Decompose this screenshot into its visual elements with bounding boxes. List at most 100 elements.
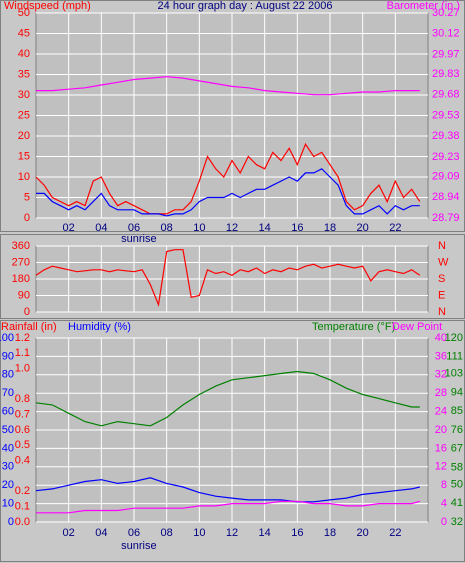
- y-tick-label: 20: [2, 479, 14, 491]
- x-tick-label: 20: [357, 222, 369, 234]
- y-tick-label: 29.09: [432, 170, 460, 182]
- y-tick-label: 29.97: [432, 48, 460, 60]
- x-tick-label: 12: [226, 222, 238, 234]
- y-tick-label: 70: [2, 387, 14, 399]
- y-tick-label: 40: [435, 332, 447, 344]
- y-tick-label: 120: [445, 332, 463, 344]
- y-tick-label: 35: [18, 68, 30, 80]
- y-tick-label: 4: [441, 498, 447, 510]
- y-tick-label: 40: [18, 48, 30, 60]
- x-tick-label: 20: [357, 527, 369, 539]
- y-tick-label: 85: [451, 405, 463, 417]
- data-line: [35, 142, 421, 215]
- y-tick-label: 111: [446, 351, 463, 363]
- x-tick-label: 06: [128, 222, 140, 234]
- y-tick-label: 0: [24, 212, 30, 224]
- y-tick-label: 15: [18, 150, 30, 162]
- y-tick-label: 29.23: [432, 151, 460, 163]
- axis-label: Temperature (°F): [312, 321, 395, 333]
- y-tick-label: 0.0: [15, 516, 30, 528]
- y-tick-label: 50: [2, 424, 14, 436]
- y-tick-label: 58: [451, 462, 463, 474]
- data-line: [36, 76, 420, 96]
- y-tick-label: 36: [435, 350, 447, 362]
- x-tick-label: 16: [291, 527, 303, 539]
- y-tick-label: 30.12: [432, 28, 460, 40]
- axis-label: Windspeed (mph): [4, 0, 91, 12]
- y-tick-label: 0: [8, 516, 14, 528]
- data-line: [36, 168, 420, 217]
- y-tick-label: 0.5: [15, 439, 30, 451]
- x-tick-label: 18: [324, 222, 336, 234]
- y-tick-label: 24: [435, 406, 447, 418]
- y-tick-label: 29.83: [432, 68, 460, 80]
- y-tick-label: 20: [18, 130, 30, 142]
- y-tick-label: 0.1: [15, 501, 30, 513]
- y-tick-label: 28.79: [432, 212, 460, 224]
- data-line: [35, 370, 420, 427]
- y-tick-label: 94: [451, 386, 463, 398]
- x-tick-label: 04: [95, 222, 107, 234]
- y-tick-label: 25: [18, 109, 30, 121]
- x-tick-label: 12: [226, 527, 238, 539]
- data-line: [35, 477, 420, 503]
- y-tick-label: 100: [0, 332, 14, 344]
- y-tick-label: 30: [18, 89, 30, 101]
- axis-label: Dew Point: [392, 321, 442, 333]
- x-tick-label: 14: [259, 222, 271, 234]
- x-tick-label: 14: [259, 527, 271, 539]
- y-tick-label: 12: [435, 461, 447, 473]
- y-tick-label: 1.2: [15, 332, 30, 344]
- y-tick-label: W: [438, 256, 449, 268]
- y-tick-label: 50: [18, 7, 30, 19]
- y-tick-label: 5: [24, 191, 30, 203]
- x-tick-label: 08: [161, 527, 173, 539]
- y-tick-label: 0.2: [15, 485, 30, 497]
- chart-title: 24 hour graph day : August 22 2006: [158, 0, 333, 12]
- y-tick-label: 40: [2, 442, 14, 454]
- y-tick-label: N: [438, 240, 446, 252]
- y-tick-label: 80: [2, 369, 14, 381]
- x-tick-label: 10: [193, 222, 205, 234]
- y-tick-label: 0.4: [15, 455, 30, 467]
- x-tick-label: 16: [291, 222, 303, 234]
- y-tick-label: 30: [2, 461, 14, 473]
- y-tick-label: 41: [451, 497, 463, 509]
- x-tick-label: 02: [63, 527, 75, 539]
- y-tick-label: 0: [441, 516, 447, 528]
- axis-label: Barometer (in.): [387, 0, 460, 12]
- y-tick-label: 20: [435, 424, 447, 436]
- y-tick-label: 45: [18, 27, 30, 39]
- data-line: [36, 500, 420, 514]
- y-tick-label: 1.1: [15, 347, 30, 359]
- y-tick-label: 0.8: [15, 393, 30, 405]
- x-tick-label: 06: [128, 527, 140, 539]
- x-tick-label: 22: [389, 527, 401, 539]
- y-tick-label: 180: [12, 273, 30, 285]
- y-tick-label: 28: [435, 387, 447, 399]
- x-tick-label: 18: [324, 527, 336, 539]
- y-tick-label: 29.53: [432, 109, 460, 121]
- y-tick-label: 67: [451, 443, 463, 455]
- y-tick-label: 0.7: [15, 409, 30, 421]
- y-tick-label: 32: [451, 516, 463, 528]
- y-tick-label: 76: [451, 424, 463, 436]
- y-tick-label: 8: [441, 479, 447, 491]
- y-tick-label: 29.38: [432, 130, 460, 142]
- y-tick-label: 50: [451, 478, 463, 490]
- y-tick-label: 90: [2, 350, 14, 362]
- y-tick-label: 60: [2, 406, 14, 418]
- data-line: [35, 249, 421, 307]
- y-tick-label: 270: [12, 256, 30, 268]
- y-tick-label: E: [438, 289, 445, 301]
- x-tick-label: 22: [389, 222, 401, 234]
- y-tick-label: 360: [12, 240, 30, 252]
- y-tick-label: S: [438, 273, 445, 285]
- y-tick-label: 16: [435, 442, 447, 454]
- y-tick-label: 30.27: [432, 7, 460, 19]
- annotation: sunrise: [121, 540, 156, 552]
- y-tick-label: 10: [18, 171, 30, 183]
- y-tick-label: 1.0: [15, 363, 30, 375]
- y-tick-label: 103: [445, 367, 463, 379]
